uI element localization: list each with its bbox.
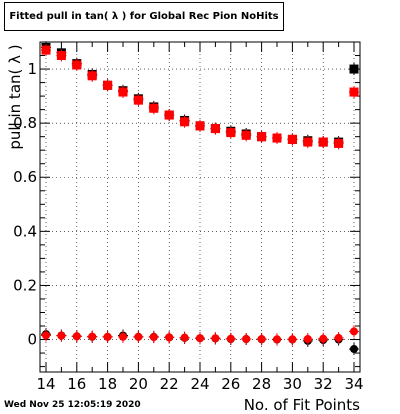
y-tick-label: 1 <box>27 60 37 78</box>
data-point-square <box>334 138 344 148</box>
x-tick-label: 22 <box>160 375 179 393</box>
data-point-square <box>87 71 97 81</box>
data-point-square <box>349 87 359 97</box>
y-axis-label-box: pull in tan( λ ) <box>5 42 25 152</box>
data-point-square <box>210 124 220 134</box>
data-point-square <box>41 45 51 55</box>
data-point-circle <box>165 333 174 342</box>
data-point-circle <box>303 335 312 343</box>
data-point-circle <box>319 334 328 343</box>
data-point-square <box>241 130 251 140</box>
data-point-square <box>257 132 267 142</box>
y-tick-label: 0.2 <box>13 276 37 294</box>
data-point-circle <box>242 335 251 343</box>
x-tick-label: 16 <box>67 375 86 393</box>
x-tick-label: 26 <box>221 375 240 393</box>
x-tick-label: 32 <box>314 375 333 393</box>
data-point-circle <box>149 333 158 342</box>
data-point-square <box>103 80 113 90</box>
data-point-square <box>72 60 82 70</box>
data-point-circle <box>334 333 343 342</box>
x-tick-label: 34 <box>344 375 363 393</box>
y-tick-label: 0 <box>27 331 37 349</box>
x-tick-label: 24 <box>190 375 209 393</box>
data-point-square <box>118 87 128 97</box>
data-point-circle <box>350 345 358 354</box>
data-point-circle <box>103 332 112 341</box>
x-tick-label: 20 <box>129 375 148 393</box>
data-point-circle <box>42 331 50 340</box>
x-tick-label: 14 <box>36 375 55 393</box>
data-point-square <box>180 117 190 127</box>
data-point-square <box>226 128 236 138</box>
data-point-circle <box>196 334 204 343</box>
y-tick-label: 0.8 <box>13 114 37 132</box>
y-axis-label: pull in tan( λ ) <box>6 44 24 150</box>
data-point-circle <box>180 333 189 342</box>
x-tick-label: 28 <box>252 375 271 393</box>
y-tick-label: 0.4 <box>13 222 37 240</box>
data-point-circle <box>288 335 297 344</box>
x-axis-label: No. of Fit Points <box>243 396 360 414</box>
data-point-circle <box>72 332 81 341</box>
data-point-square <box>287 134 297 144</box>
data-point-square <box>318 137 328 147</box>
data-point-square <box>195 121 205 131</box>
data-point-circle <box>211 334 220 343</box>
data-point-square <box>349 64 359 74</box>
data-point-circle <box>273 335 281 344</box>
tick-labels: 14 16 18 20 22 24 26 28 30 32 34 0 0.2 0.4 0.6 0.8 1 <box>13 60 363 393</box>
data-marks <box>41 41 359 356</box>
data-point-circle <box>119 332 127 341</box>
data-point-circle <box>257 335 266 343</box>
chart-title: Fitted pull in tan( λ ) for Global Rec P… <box>4 2 284 31</box>
data-point-circle <box>57 331 66 340</box>
data-point-square <box>133 95 143 105</box>
x-tick-label: 18 <box>98 375 117 393</box>
plot-frame <box>39 41 361 373</box>
data-point-square <box>303 137 313 147</box>
data-point-square <box>56 51 66 61</box>
data-point-circle <box>350 327 358 336</box>
data-point-circle <box>134 332 143 341</box>
y-tick-label: 0.6 <box>13 168 37 186</box>
data-point-square <box>272 133 282 143</box>
data-point-square <box>149 103 159 113</box>
data-point-circle <box>88 332 97 341</box>
timestamp: Wed Nov 25 12:05:19 2020 <box>4 400 141 410</box>
data-point-square <box>164 110 174 120</box>
data-point-circle <box>226 334 235 343</box>
x-tick-label: 30 <box>283 375 302 393</box>
